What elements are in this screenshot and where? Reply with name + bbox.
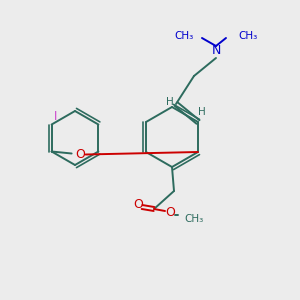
Text: O: O [76, 148, 85, 161]
Text: CH₃: CH₃ [238, 31, 257, 41]
Text: O: O [133, 199, 143, 212]
Text: H: H [198, 107, 206, 117]
Text: N: N [211, 44, 221, 56]
Text: CH₃: CH₃ [175, 31, 194, 41]
Text: O: O [165, 206, 175, 220]
Text: CH₃: CH₃ [184, 214, 203, 224]
Text: H: H [166, 97, 174, 107]
Text: I: I [54, 110, 57, 124]
